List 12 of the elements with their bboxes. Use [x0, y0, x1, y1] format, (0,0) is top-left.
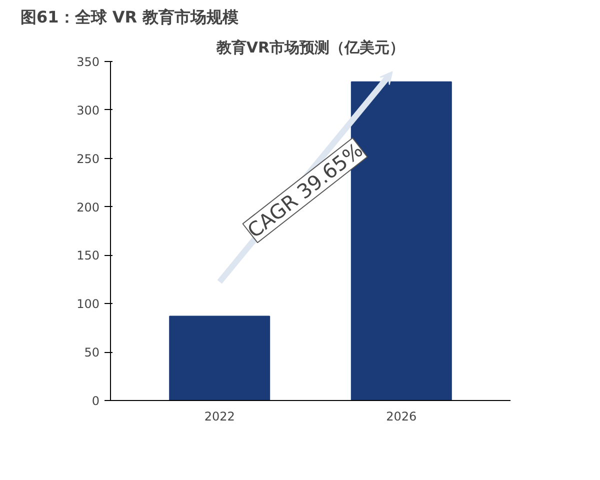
y-tick-label: 50	[84, 346, 100, 360]
x-tick-label: 2022	[204, 410, 235, 424]
y-tick-label: 200	[76, 200, 100, 214]
y-tick-label: 300	[76, 103, 100, 118]
chart-title: 图61：全球 VR 教育市场规模	[20, 8, 239, 26]
chart-subtitle: 教育VR市场预测（亿美元）	[215, 38, 405, 56]
y-tick-label: 150	[76, 248, 100, 263]
y-tick-label: 250	[76, 152, 100, 166]
y-tick-label: 100	[76, 297, 100, 312]
y-tick-label: 350	[76, 55, 100, 69]
y-tick-label: 0	[92, 394, 100, 408]
x-tick-label: 2026	[386, 410, 417, 424]
